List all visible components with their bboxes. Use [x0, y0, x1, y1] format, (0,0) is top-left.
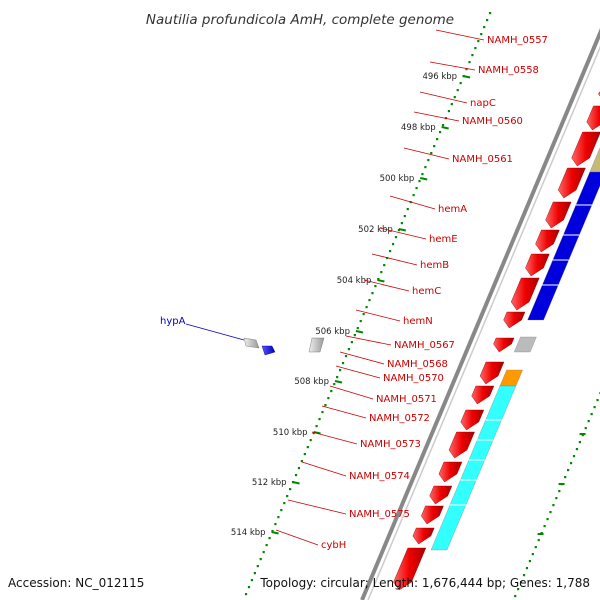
gene-arrow	[479, 361, 505, 385]
kbp-tick-label: 510 kbp	[273, 428, 308, 438]
cog-block	[430, 385, 517, 551]
accession-text: Accession: NC_012115	[8, 576, 144, 590]
gene-arrow	[557, 167, 586, 199]
topology-text: Topology: circular; Length: 1,676,444 bp…	[259, 576, 590, 590]
gene-arrow	[421, 505, 444, 525]
gene-arrow	[503, 311, 526, 329]
kbp-tick-label: 498 kbp	[401, 123, 436, 133]
gene-label: hemA	[438, 204, 467, 215]
gene-label: hemN	[403, 316, 433, 327]
gene-arrow	[448, 431, 475, 459]
kbp-tick-label: 502 kbp	[358, 225, 393, 235]
gene-label: hemC	[412, 286, 441, 297]
gene-arrow	[525, 253, 550, 277]
gene-arrow	[438, 461, 463, 483]
cog-block	[527, 171, 600, 321]
gene-label: NAMH_0558	[478, 65, 539, 76]
kbp-tick-label: 504 kbp	[337, 276, 372, 286]
gene-label: NAMH_0571	[376, 394, 437, 405]
gene-arrow	[510, 277, 540, 311]
gene-arrow	[571, 131, 600, 167]
gene-label: NAMH_0561	[452, 154, 513, 165]
gene-label-hypA: hypA	[160, 316, 186, 327]
gene-arrow	[412, 527, 435, 545]
gene-label: NAMH_0567	[394, 340, 455, 351]
gene-label: cybH	[321, 540, 346, 551]
kbp-ticks: 496 kbp 498 kbp 500 kbp 502 kbp 504 kbp 506 k…	[231, 72, 586, 538]
gene-label: NAMH_0557	[487, 35, 548, 46]
kbp-tick-label: 512 kbp	[252, 478, 287, 488]
kbp-tick-label: 506 kbp	[315, 327, 350, 337]
map-title: Nautilia profundicola AmH, complete geno…	[146, 12, 454, 28]
cog-block	[589, 147, 600, 173]
gene-label: NAMH_0575	[349, 509, 410, 520]
gene-arrow	[493, 337, 515, 353]
gene-arrow	[471, 385, 495, 405]
kbp-tick-label: 508 kbp	[294, 377, 329, 387]
gene-label: NAMH_0568	[387, 359, 448, 370]
genome-backbone	[360, 28, 600, 600]
gene-arrow	[393, 547, 427, 591]
cog-color-track	[430, 147, 600, 551]
gene-label: napC	[470, 98, 496, 109]
kbp-tick-label: 514 kbp	[231, 528, 266, 538]
gene-arrow	[586, 105, 600, 131]
cog-block	[513, 336, 537, 353]
gene-arrow	[460, 409, 485, 431]
gene-arrow	[535, 229, 560, 253]
gene-arrow-grey	[243, 337, 260, 349]
gene-label: NAMH_0570	[383, 373, 444, 384]
gene-arrow-track	[243, 91, 600, 591]
kbp-tick-label: 500 kbp	[380, 174, 415, 184]
kbp-tick-label: 496 kbp	[422, 72, 457, 82]
cog-block	[499, 369, 523, 387]
gene-label: NAMH_0574	[349, 471, 410, 482]
gene-label: NAMH_0573	[360, 439, 421, 450]
gene-label: hemB	[420, 260, 449, 271]
gene-labels: NAMH_0557 NAMH_0558 napC NAMH_0560 NAMH_0561…	[160, 29, 548, 551]
gene-arrow	[545, 201, 572, 229]
gene-arrow	[429, 485, 453, 505]
gene-label: NAMH_0572	[369, 413, 430, 424]
gene-block-grey	[308, 337, 325, 353]
gene-arrow-hypA	[261, 345, 276, 356]
gene-label: NAMH_0560	[462, 116, 523, 127]
gene-label: hemE	[429, 234, 458, 245]
